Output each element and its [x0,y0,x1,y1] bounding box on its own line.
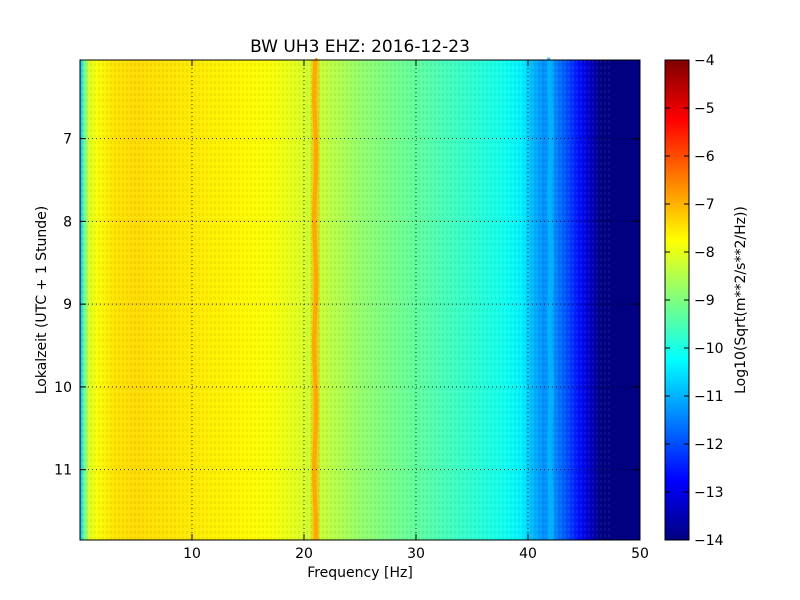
colorbar-tick-label: −10 [694,341,724,357]
y-tick-label: 7 [63,132,72,148]
colorbar-tick-label: −6 [694,149,715,165]
colorbar-tick-label: −5 [694,101,715,117]
y-tick-label: 11 [54,463,72,479]
colorbar-tick-label: −7 [694,197,715,213]
colorbar: −4 −5 −6 −7 −8 −9 −10 −11 −12 −13 −14 Log10(Sqrt(m… [664,53,749,549]
spectrogram-texture [80,60,610,540]
spectral-line-1 [546,57,555,541]
colorbar-tick-label: −9 [694,293,715,309]
spectral-line-0 [311,58,319,541]
chart-title: BW UH3 EHZ: 2016-12-23 [250,37,470,57]
y-tick-label: 9 [63,297,72,313]
colorbar-tick-label: −8 [694,245,715,261]
plot-frame [79,59,641,541]
x-tick-label: 40 [519,546,537,562]
y-axis-label: Lokalzeit (UTC + 1 Stunde) [34,206,50,395]
y-tick-label: 10 [54,380,72,396]
x-tick-label: 30 [407,546,425,562]
x-axis-label: Frequency [Hz] [307,565,413,581]
colorbar-label: Log10(Sqrt(m**2/s**2/Hz)) [733,206,749,394]
x-tick-label: 10 [183,546,201,562]
colorbar-tick-label: −11 [694,389,724,405]
plot-area: 10 20 30 40 50 7 8 9 10 11 [54,57,649,562]
colorbar-tick-label: −12 [694,437,724,453]
x-tick-label: 50 [631,546,649,562]
y-tick-label: 8 [63,214,72,230]
colorbar-tick-label: −4 [694,53,715,69]
x-tick-label: 20 [295,546,313,562]
colorbar-tick-label: −14 [694,533,724,549]
colorbar-tick-label: −13 [694,485,724,501]
